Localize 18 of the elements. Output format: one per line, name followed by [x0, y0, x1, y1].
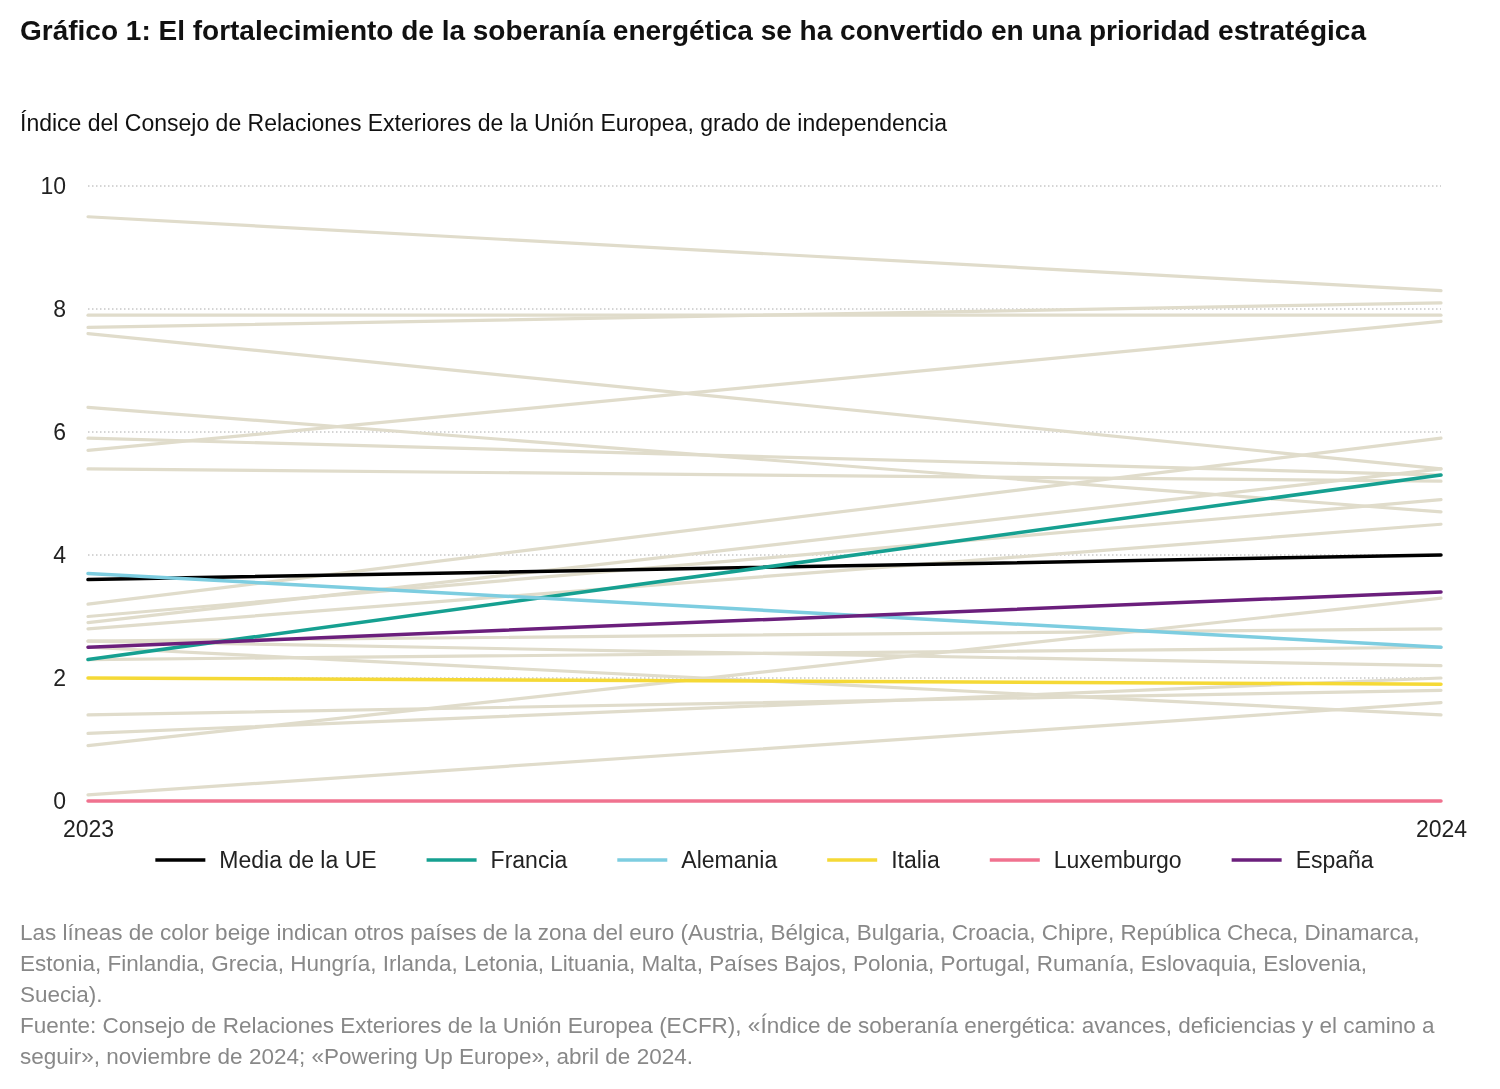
x-tick-label: 2024: [1415, 816, 1468, 843]
legend-label: Francia: [490, 847, 568, 873]
y-tick-label: 0: [53, 787, 66, 814]
y-tick-label: 2: [53, 664, 66, 691]
chart-title: Gráfico 1: El fortalecimiento de la soberanía energética se ha convertido en una prioridad estratégica: [20, 14, 1368, 48]
legend-label: Luxemburgo: [1053, 847, 1182, 873]
legend-label: España: [1295, 847, 1374, 873]
legend-label: Media de la UE: [219, 847, 377, 873]
y-tick-label: 4: [53, 541, 67, 568]
legend-label: Alemania: [681, 847, 778, 873]
chart-subtitle: Índice del Consejo de Relaciones Exteriores de la Unión Europea, grado de independencia: [20, 110, 948, 137]
x-tick-label: 2023: [62, 816, 115, 843]
legend-label: Italia: [891, 847, 940, 873]
text: Las líneas de color beige indican otros países de la zona del euro (Austria, Bélgica, Bulgaria, Croacia, Chipre, República Checa, Dinamarca, Estonia, Finlandia, Grecia, Hungría, Irlanda, Letonia, Lituania, Malta, Países Bajos, Polonia, Portugal, Rumanía, Eslovaquia, Eslovenia, Suecia).: [20, 919, 1421, 1009]
source-note: Fuente: Consejo de Relaciones Exteriores de la Unión Europea (ECFR), «Índice de soberanía energética: avances, deficiencias y el camino a seguir», noviembre de 2024; «Powering Up Europe», abril de 2024.: [20, 1012, 1436, 1071]
y-tick-label: 6: [53, 418, 66, 445]
y-tick-label: 10: [40, 172, 66, 199]
y-tick-label: 8: [53, 295, 66, 322]
